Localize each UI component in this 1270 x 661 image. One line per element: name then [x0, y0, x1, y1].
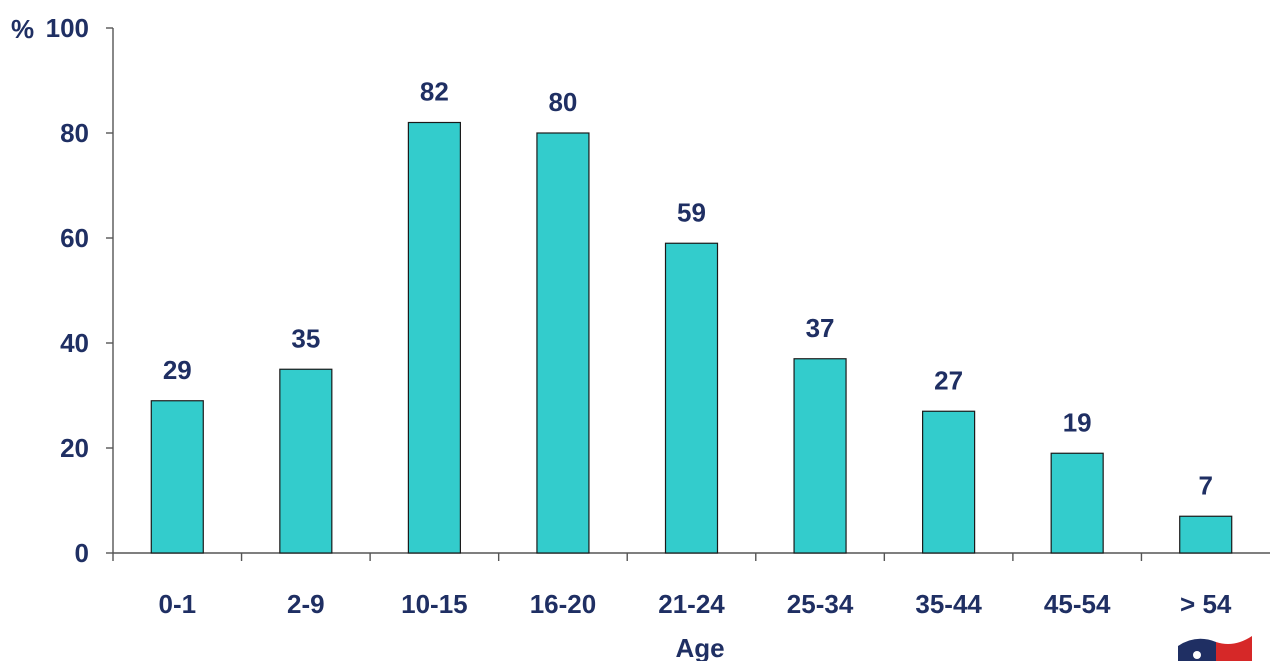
- y-tick-label: 40: [60, 328, 89, 358]
- logo-icon: [1178, 636, 1252, 661]
- y-tick-label: 20: [60, 433, 89, 463]
- bar-7: [922, 410, 976, 554]
- x-tick-label: 2-9: [287, 589, 325, 619]
- y-tick-label: 60: [60, 223, 89, 253]
- data-label: 19: [1063, 407, 1092, 437]
- x-tick-label: 35-44: [915, 589, 982, 619]
- data-label: 80: [548, 87, 577, 117]
- data-label: 59: [677, 197, 706, 227]
- bars: [150, 121, 1233, 554]
- x-tick-label: 16-20: [530, 589, 597, 619]
- bar-6: [793, 358, 847, 554]
- bar-8: [1050, 452, 1104, 554]
- x-tick-label: 45-54: [1044, 589, 1111, 619]
- data-labels: 29 35 82 80 59 37 27 19 7: [163, 77, 1213, 501]
- bar-5: [664, 242, 719, 554]
- data-label: 7: [1198, 470, 1212, 500]
- y-tick-label: 100: [46, 13, 89, 43]
- x-tick-label: 25-34: [787, 589, 854, 619]
- bar-3: [407, 121, 461, 554]
- x-tick-label: > 54: [1180, 589, 1232, 619]
- bar-9: [1179, 515, 1233, 554]
- y-tick-label: 80: [60, 118, 89, 148]
- x-tick-label: 0-1: [158, 589, 196, 619]
- x-axis: 0-1 2-9 10-15 16-20 21-24 25-34 35-44 45-54 > 54: [112, 552, 1270, 619]
- data-label: 35: [291, 323, 320, 353]
- bar-4: [536, 132, 590, 554]
- bar-2: [279, 368, 333, 554]
- x-tick-label: 21-24: [658, 589, 725, 619]
- y-axis: 0 20 40 60 80 100: [46, 13, 114, 568]
- x-tick-label: 10-15: [401, 589, 468, 619]
- bar-1: [150, 400, 204, 554]
- data-label: 82: [420, 77, 449, 107]
- y-tick-label: 0: [75, 538, 89, 568]
- x-axis-title: Age: [675, 633, 724, 661]
- data-label: 27: [934, 365, 963, 395]
- y-axis-unit-label: %: [11, 14, 34, 44]
- data-label: 37: [806, 313, 835, 343]
- data-label: 29: [163, 355, 192, 385]
